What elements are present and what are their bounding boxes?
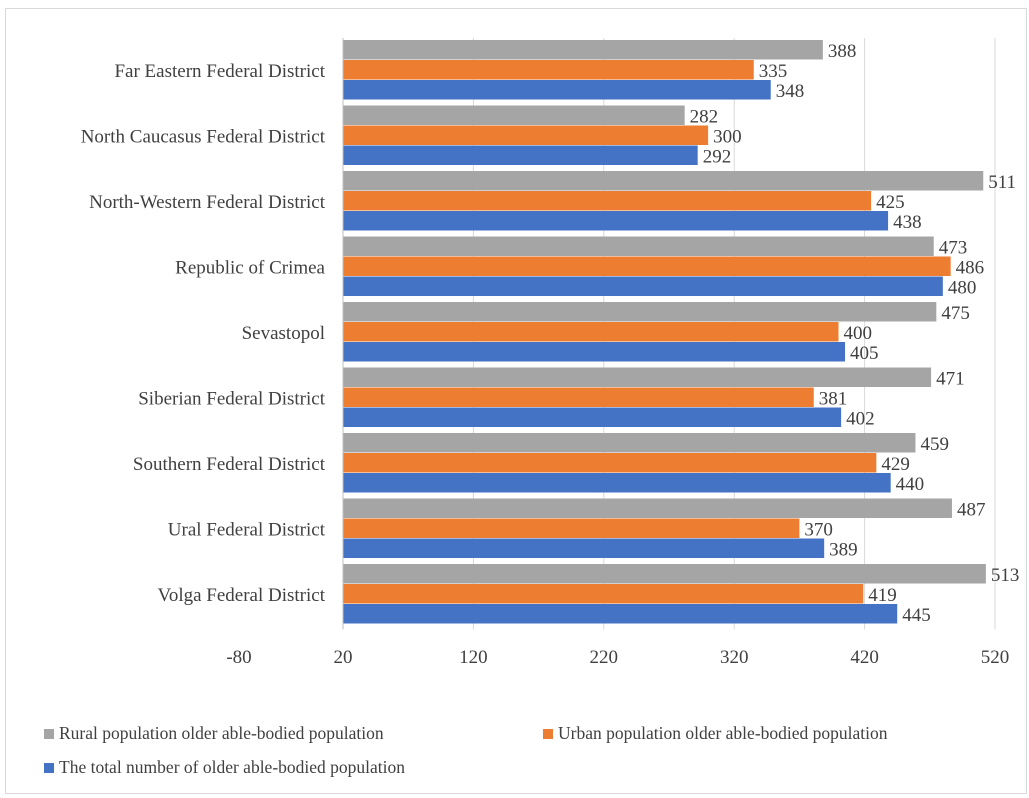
bar [343, 302, 937, 322]
x-tick-label: 520 [981, 647, 1010, 668]
data-label: 473 [939, 237, 968, 258]
category-label: Republic of Crimea [175, 258, 325, 279]
data-label: 381 [819, 388, 848, 409]
data-label: 513 [991, 565, 1020, 586]
category-label: North-Western Federal District [89, 192, 326, 213]
data-label: 400 [844, 323, 873, 344]
data-label: 389 [829, 539, 858, 560]
bar [343, 322, 839, 342]
data-label: 348 [776, 81, 805, 102]
data-label: 335 [759, 61, 788, 82]
data-label: 425 [876, 192, 905, 213]
bar [343, 145, 698, 165]
bar [343, 604, 898, 624]
axes: -80 20 120 220 320 420 520 [226, 38, 1009, 668]
bar [343, 387, 814, 407]
data-label: 405 [850, 343, 879, 364]
data-label: 445 [902, 605, 931, 626]
bar [343, 433, 916, 453]
data-label: 471 [936, 368, 965, 389]
bar [343, 171, 984, 191]
data-label: 419 [868, 585, 897, 606]
bar [343, 276, 943, 296]
category-label: Sevastopol [242, 323, 325, 344]
data-label: 300 [713, 126, 742, 147]
bar [343, 256, 951, 276]
bar [343, 125, 709, 145]
data-label: 438 [893, 212, 922, 233]
data-label: 475 [941, 303, 970, 324]
bar [343, 498, 952, 518]
data-label: 480 [948, 277, 977, 298]
bar [343, 191, 872, 211]
bar [343, 564, 986, 584]
x-tick-label: 120 [459, 647, 488, 668]
category-label: North Caucasus Federal District [81, 127, 326, 148]
bar [343, 60, 754, 80]
bar [343, 367, 932, 387]
legend-label: Urban population older able-bodied popul… [558, 723, 888, 743]
x-tick-label: 220 [590, 647, 619, 668]
data-label: 402 [846, 408, 875, 429]
bar [343, 211, 889, 231]
data-label: 486 [956, 257, 985, 278]
x-tick-label: -80 [226, 647, 251, 668]
legend-label: Rural population older able-bodied popul… [59, 723, 384, 743]
category-label: Siberian Federal District [138, 389, 326, 410]
legend: Rural population older able-bodied popul… [44, 723, 888, 777]
x-tick-label: 20 [334, 647, 353, 668]
bar [343, 518, 800, 538]
legend-label: The total number of older able-bodied po… [59, 757, 405, 777]
x-tick-label: 320 [720, 647, 749, 668]
bar [343, 538, 825, 558]
category-label: Far Eastern Federal District [114, 61, 325, 82]
bar [343, 453, 877, 473]
bar [343, 236, 934, 256]
data-label: 429 [881, 454, 910, 475]
data-label: 459 [920, 434, 949, 455]
data-label: 440 [896, 474, 925, 495]
category-label: Ural Federal District [168, 520, 326, 541]
bar [343, 40, 823, 60]
data-label: 511 [988, 172, 1016, 193]
data-label: 487 [957, 499, 986, 520]
chart-frame [5, 8, 1027, 794]
bar [343, 80, 771, 100]
bar [343, 105, 685, 125]
legend-swatch [44, 729, 54, 739]
category-label: Southern Federal District [133, 454, 326, 475]
bars [343, 40, 986, 624]
data-label: 388 [828, 41, 857, 62]
x-tick-label: 420 [850, 647, 879, 668]
bar [343, 342, 846, 362]
bar [343, 407, 842, 427]
bar [343, 473, 891, 493]
category-label: Volga Federal District [158, 585, 326, 606]
legend-swatch [543, 729, 553, 739]
data-label: 370 [804, 519, 833, 540]
bar [343, 584, 864, 604]
data-label: 292 [703, 146, 732, 167]
data-label: 282 [690, 106, 719, 127]
legend-swatch [44, 763, 54, 773]
